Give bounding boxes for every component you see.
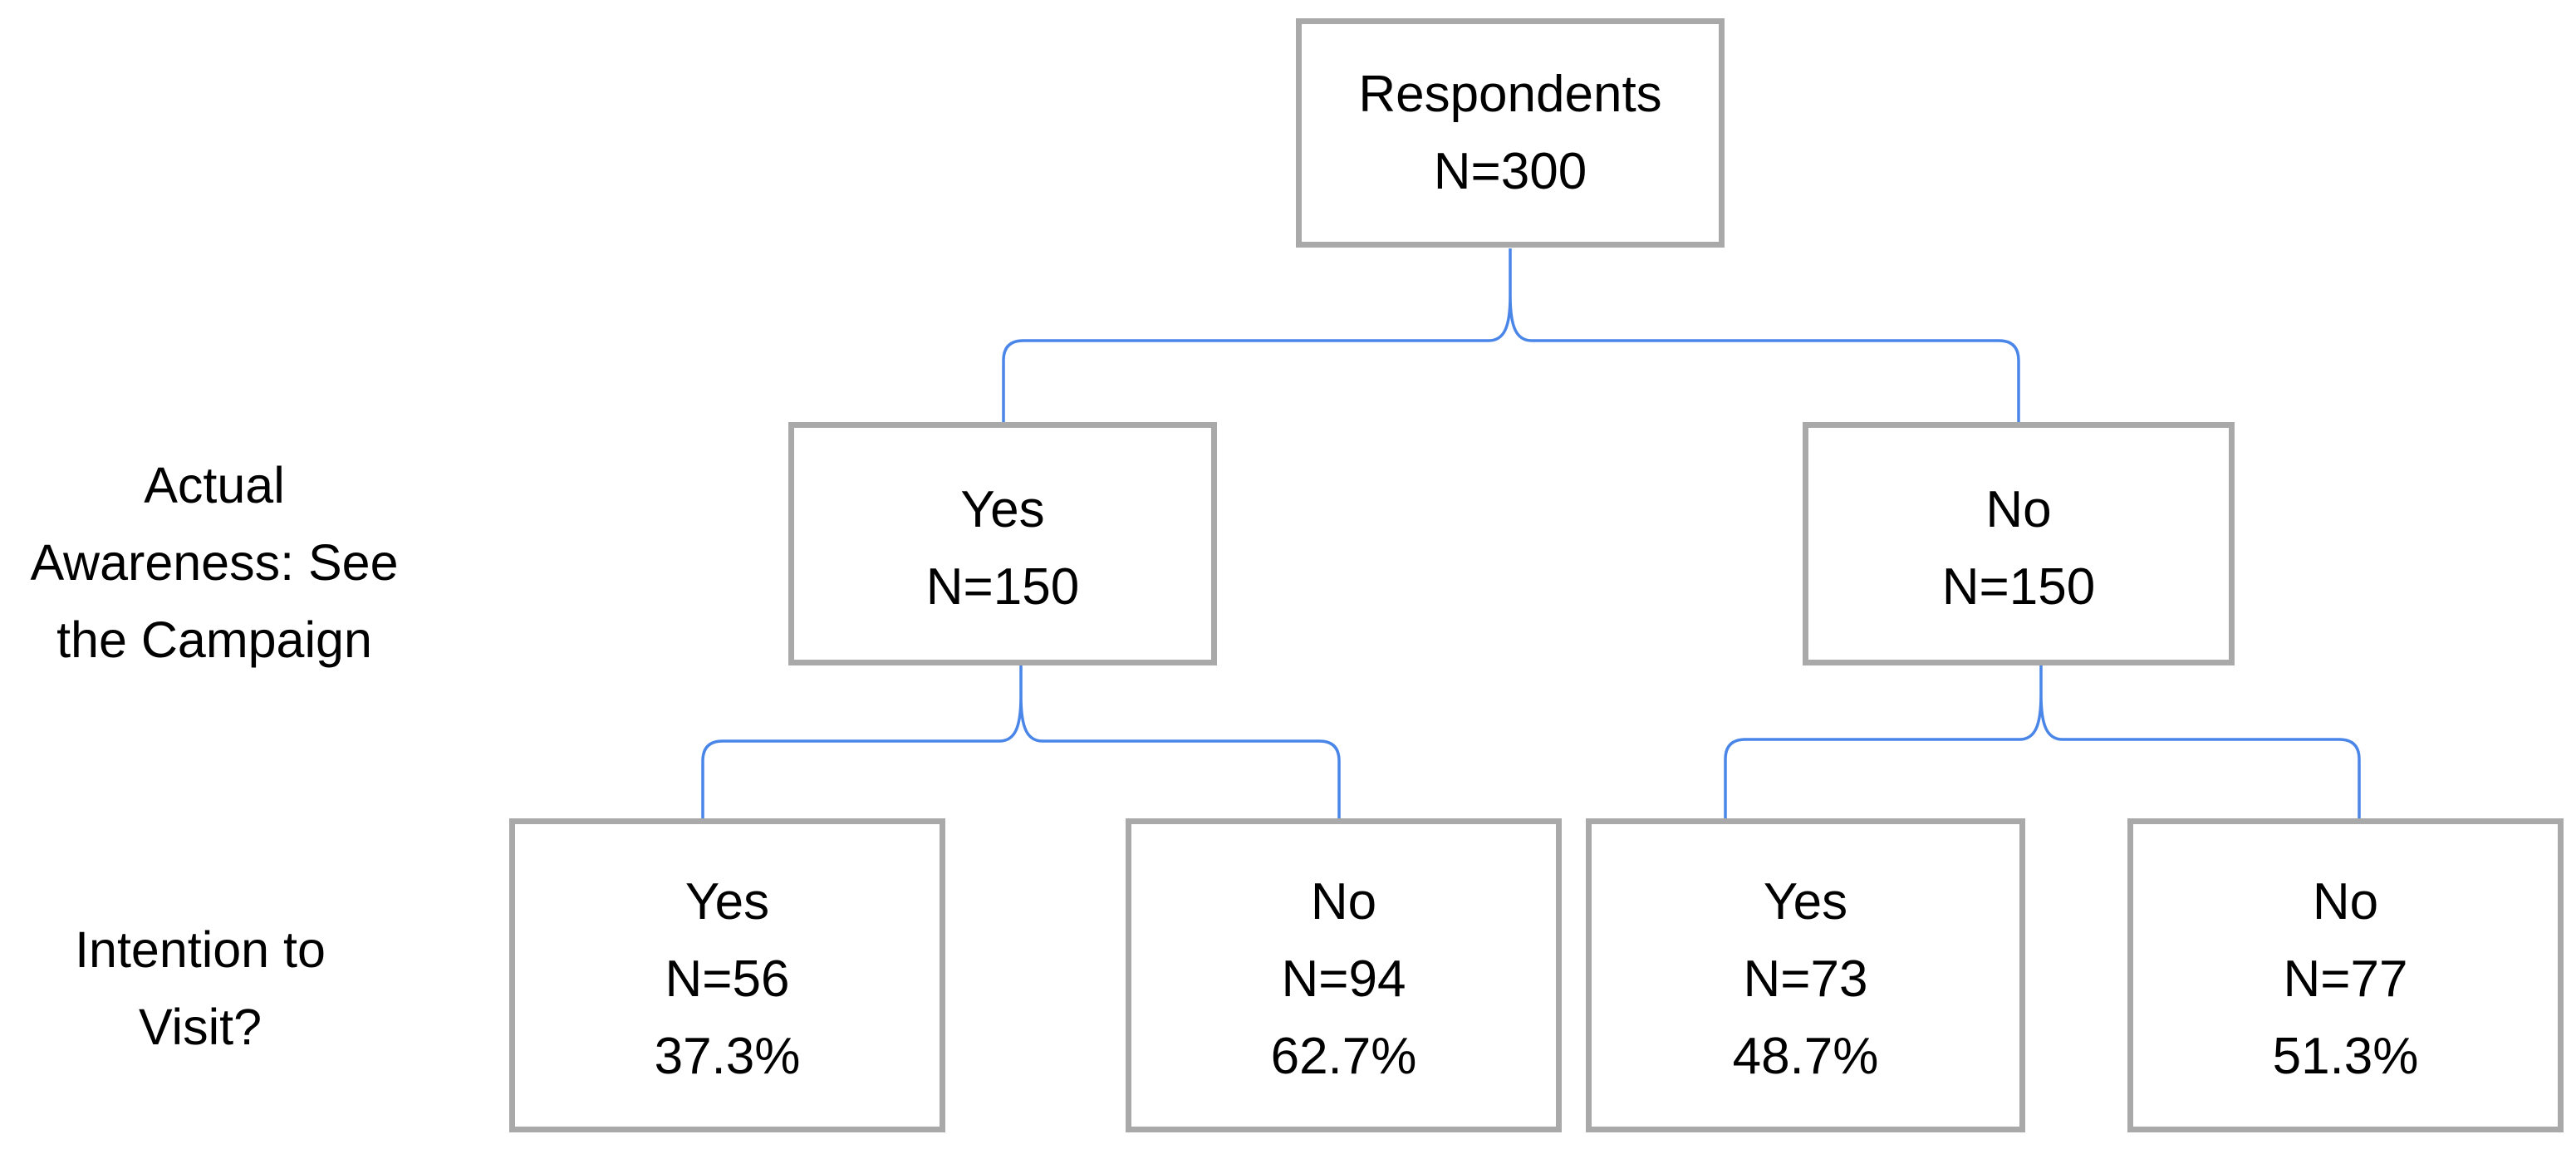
node-label: No bbox=[1310, 872, 1377, 931]
intention-yes-aware-box: Yes N=56 37.3% bbox=[509, 818, 945, 1132]
node-count: N=300 bbox=[1433, 143, 1587, 200]
node-percent: 51.3% bbox=[2272, 1027, 2419, 1085]
root-box-respondents: Respondents N=300 bbox=[1296, 18, 1725, 248]
node-count: N=56 bbox=[665, 950, 790, 1008]
intention-yes-unaware-box: Yes N=73 48.7% bbox=[1586, 818, 2025, 1132]
node-label: No bbox=[1985, 480, 2052, 538]
node-percent: 48.7% bbox=[1732, 1027, 1879, 1085]
node-count: N=150 bbox=[925, 557, 1080, 616]
node-label: No bbox=[2312, 872, 2379, 931]
node-count: N=73 bbox=[1743, 950, 1868, 1008]
node-label: Yes bbox=[684, 872, 770, 931]
node-label: Yes bbox=[960, 480, 1045, 538]
node-count: N=150 bbox=[1941, 557, 2096, 616]
intention-no-unaware-box: No N=77 51.3% bbox=[2127, 818, 2564, 1132]
node-count: N=94 bbox=[1281, 950, 1406, 1008]
node-percent: 37.3% bbox=[654, 1027, 801, 1085]
row-label-actual-awareness: Actual Awareness: See the Campaign bbox=[0, 447, 429, 679]
row-label-line: the Campaign bbox=[56, 611, 372, 668]
intention-no-aware-box: No N=94 62.7% bbox=[1126, 818, 1562, 1132]
node-label: Yes bbox=[1763, 872, 1848, 931]
awareness-no-box: No N=150 bbox=[1803, 422, 2235, 665]
brace-awareness-no-to-intention bbox=[1724, 665, 2361, 819]
awareness-yes-box: Yes N=150 bbox=[788, 422, 1217, 665]
node-label: Respondents bbox=[1358, 66, 1662, 123]
row-label-line: Intention to bbox=[75, 921, 326, 978]
row-label-line: Actual bbox=[144, 457, 285, 513]
node-percent: 62.7% bbox=[1270, 1027, 1417, 1085]
brace-awareness-yes-to-intention bbox=[701, 665, 1341, 819]
row-label-line: Awareness: See bbox=[30, 534, 399, 591]
brace-root-to-awareness bbox=[1002, 248, 2020, 423]
row-label-line: Visit? bbox=[138, 999, 263, 1055]
node-count: N=77 bbox=[2283, 950, 2408, 1008]
row-label-intention-to-visit: Intention to Visit? bbox=[0, 911, 400, 1066]
